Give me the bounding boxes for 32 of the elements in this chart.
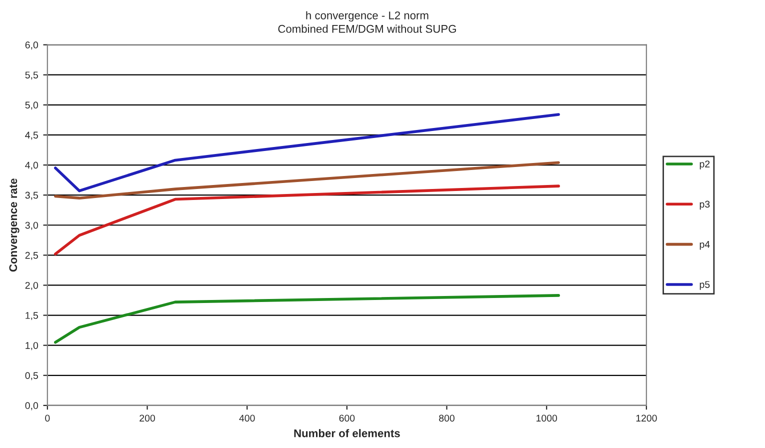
y-tick-label: 5,0 — [25, 102, 38, 110]
y-tick-label: 6,0 — [25, 42, 38, 50]
x-tick-label: 800 — [439, 414, 454, 422]
y-tick-label: 1,0 — [26, 342, 38, 350]
line-series — [54, 113, 560, 192]
legend-label: p5 — [700, 281, 710, 290]
x-tick-label: 400 — [239, 414, 255, 422]
x-tick-label: 200 — [140, 414, 155, 422]
chart-title: h convergence - L2 norm — [306, 11, 428, 22]
y-tick-label: 0,0 — [25, 402, 38, 410]
x-tick-label: 0 — [45, 414, 50, 422]
chart-subtitle: Combined FEM/DGM without SUPG — [278, 24, 456, 33]
line-series — [54, 184, 560, 256]
x-tick-label: 600 — [339, 414, 355, 422]
y-tick-label: 0,5 — [25, 372, 38, 380]
y-tick-label: 4,5 — [25, 132, 38, 140]
y-tick-label: 1,5 — [26, 312, 38, 320]
x-tick-label: 1200 — [636, 414, 657, 422]
y-tick-label: 5,5 — [25, 72, 38, 80]
legend-label: p3 — [700, 200, 710, 210]
y-tick-label: 3,0 — [25, 222, 38, 230]
x-tick-label: 1000 — [536, 414, 558, 422]
line-series — [54, 161, 560, 200]
line-series — [54, 294, 560, 344]
y-tick-label: 3,5 — [25, 192, 38, 200]
x-axis-title: Number of elements — [294, 429, 400, 438]
y-tick-label: 2,5 — [25, 252, 38, 260]
y-tick-label: 2,0 — [25, 282, 38, 290]
y-axis-title: Convergence rate — [9, 178, 20, 272]
legend-label: p2 — [700, 160, 710, 170]
y-tick-label: 4,0 — [25, 162, 38, 170]
legend-label: p4 — [700, 241, 710, 250]
